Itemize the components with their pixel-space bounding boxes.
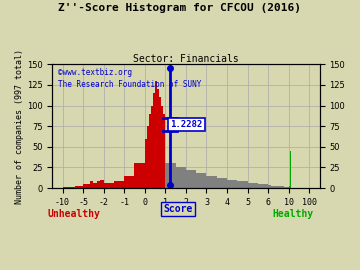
- Bar: [281, 186, 284, 188]
- Bar: [75, 186, 79, 188]
- Bar: [248, 183, 258, 188]
- Bar: [227, 180, 237, 188]
- Text: Score: Score: [163, 204, 193, 214]
- Bar: [83, 184, 90, 188]
- Bar: [93, 183, 97, 188]
- Bar: [258, 184, 268, 188]
- Bar: [157, 89, 159, 188]
- Bar: [161, 106, 163, 188]
- Bar: [290, 151, 291, 188]
- Bar: [186, 170, 196, 188]
- Bar: [165, 163, 176, 188]
- Bar: [90, 181, 93, 188]
- Bar: [67, 187, 71, 188]
- Bar: [163, 114, 165, 188]
- Bar: [153, 93, 155, 188]
- Bar: [176, 167, 186, 188]
- Bar: [273, 186, 276, 188]
- Text: Unhealthy: Unhealthy: [47, 209, 100, 219]
- Bar: [100, 180, 104, 188]
- Text: ©www.textbiz.org: ©www.textbiz.org: [58, 68, 132, 77]
- Bar: [114, 181, 124, 188]
- Bar: [147, 126, 149, 188]
- Text: 1.2282: 1.2282: [170, 120, 203, 129]
- Bar: [196, 173, 206, 188]
- Text: The Research Foundation of SUNY: The Research Foundation of SUNY: [58, 80, 201, 89]
- Bar: [104, 183, 114, 188]
- Bar: [124, 176, 135, 188]
- Bar: [97, 181, 100, 188]
- Bar: [159, 97, 161, 188]
- Title: Sector: Financials: Sector: Financials: [133, 53, 239, 63]
- Bar: [149, 114, 151, 188]
- Y-axis label: Number of companies (997 total): Number of companies (997 total): [15, 49, 24, 204]
- Bar: [71, 187, 75, 188]
- Bar: [237, 181, 248, 188]
- Bar: [276, 186, 278, 188]
- Bar: [286, 187, 289, 188]
- Bar: [278, 186, 281, 188]
- Bar: [268, 185, 271, 188]
- Bar: [155, 81, 157, 188]
- Bar: [79, 185, 83, 188]
- Bar: [63, 187, 67, 188]
- Text: Healthy: Healthy: [272, 209, 313, 219]
- Bar: [271, 185, 273, 188]
- Bar: [217, 178, 227, 188]
- Bar: [284, 187, 286, 188]
- Bar: [145, 139, 155, 188]
- Text: Z''-Score Histogram for CFCOU (2016): Z''-Score Histogram for CFCOU (2016): [58, 3, 302, 13]
- Bar: [135, 163, 145, 188]
- Bar: [151, 106, 153, 188]
- Bar: [206, 176, 217, 188]
